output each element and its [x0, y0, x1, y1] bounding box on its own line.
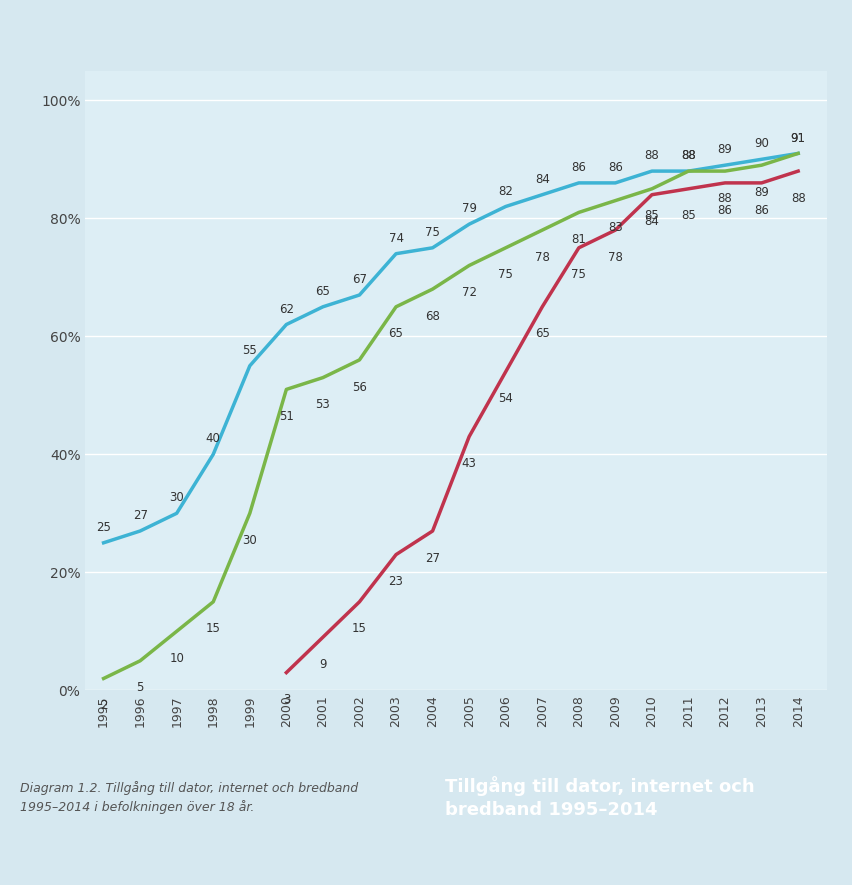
Text: 68: 68 [424, 310, 440, 323]
Text: 27: 27 [424, 551, 440, 565]
Text: 15: 15 [352, 622, 366, 635]
Text: 2: 2 [100, 699, 107, 712]
Text: 86: 86 [607, 161, 622, 174]
Text: 88: 88 [680, 150, 695, 162]
Text: 72: 72 [461, 286, 476, 299]
Text: 91: 91 [790, 132, 805, 144]
Text: 3: 3 [282, 693, 290, 706]
Text: 56: 56 [352, 381, 366, 394]
Text: 65: 65 [315, 285, 330, 298]
Text: 75: 75 [498, 268, 513, 281]
Text: 89: 89 [753, 186, 769, 199]
Text: 85: 85 [644, 210, 659, 222]
Text: 88: 88 [790, 192, 804, 204]
Text: 81: 81 [571, 233, 585, 246]
Text: 51: 51 [279, 410, 293, 423]
Text: 40: 40 [205, 433, 221, 445]
Text: 75: 75 [571, 268, 585, 281]
Text: 78: 78 [607, 250, 622, 264]
Text: 84: 84 [644, 215, 659, 228]
Text: 88: 88 [644, 150, 659, 162]
Text: 86: 86 [571, 161, 585, 174]
Text: 85: 85 [680, 210, 695, 222]
Text: 55: 55 [242, 344, 257, 357]
Text: 53: 53 [315, 398, 330, 412]
Text: Tillgång till dator, internet och
bredband 1995–2014: Tillgång till dator, internet och bredba… [445, 775, 754, 820]
Text: Diagram 1.2. Tillgång till dator, internet och bredband
1995–2014 i befolkningen: Diagram 1.2. Tillgång till dator, intern… [20, 781, 358, 814]
Text: 30: 30 [242, 534, 257, 547]
Text: 88: 88 [680, 150, 695, 162]
Text: 75: 75 [424, 226, 440, 239]
Text: 62: 62 [279, 303, 294, 316]
Text: 88: 88 [717, 192, 732, 204]
Text: 54: 54 [498, 392, 513, 405]
Text: 10: 10 [169, 652, 184, 665]
Text: 9: 9 [319, 658, 326, 671]
Text: 15: 15 [205, 622, 221, 635]
Text: 67: 67 [352, 273, 366, 286]
Text: 89: 89 [717, 143, 732, 157]
Text: 86: 86 [753, 204, 769, 217]
Text: 90: 90 [753, 137, 769, 150]
Text: 84: 84 [534, 173, 549, 186]
Text: 82: 82 [498, 185, 513, 197]
Text: 30: 30 [169, 491, 184, 504]
Text: 5: 5 [136, 681, 144, 695]
Text: 27: 27 [132, 509, 147, 522]
Text: 91: 91 [790, 132, 805, 144]
Text: 83: 83 [607, 221, 622, 235]
Text: 86: 86 [717, 204, 732, 217]
Text: 74: 74 [388, 232, 403, 245]
Text: 78: 78 [534, 250, 549, 264]
Text: 65: 65 [389, 327, 403, 341]
Text: 23: 23 [389, 575, 403, 589]
Text: 25: 25 [96, 521, 111, 534]
Text: 79: 79 [461, 203, 476, 215]
Text: 65: 65 [534, 327, 549, 341]
Text: 43: 43 [461, 458, 476, 470]
